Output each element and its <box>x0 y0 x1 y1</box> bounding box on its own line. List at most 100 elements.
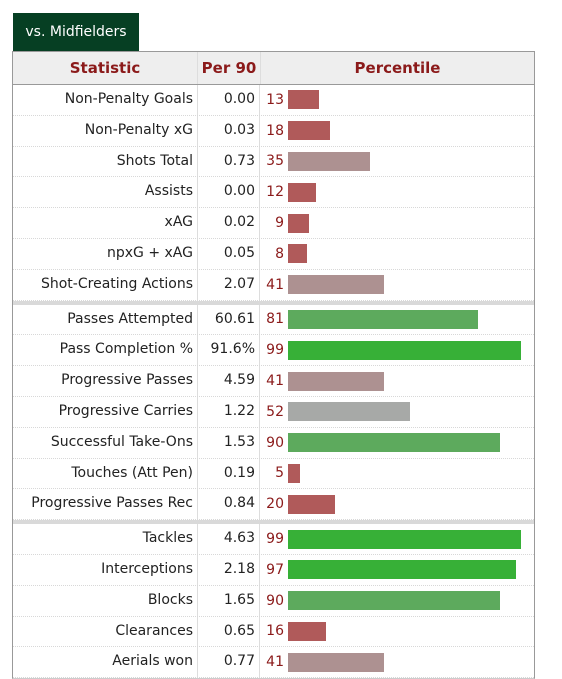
percentile-value: 5 <box>275 465 284 482</box>
stat-name: Touches (Att Pen) <box>13 458 198 489</box>
stat-name: Non-Penalty Goals <box>13 85 198 115</box>
table-row: Non-Penalty xG 0.03 18 <box>13 115 534 147</box>
percentile-bar <box>288 151 370 171</box>
stat-name: Successful Take-Ons <box>13 427 198 458</box>
percentile-value: 90 <box>266 434 284 451</box>
stat-name: Shot-Creating Actions <box>13 269 198 300</box>
stat-name: Non-Penalty xG <box>13 115 198 146</box>
percentile-value: 35 <box>266 153 284 170</box>
stat-name: Progressive Passes Rec <box>13 489 198 520</box>
table-row: Progressive Passes 4.59 41 <box>13 366 534 397</box>
percentile-value: 97 <box>266 561 284 578</box>
table-row: Progressive Passes Rec 0.84 20 <box>13 489 534 521</box>
header-statistic[interactable]: Statistic <box>13 52 198 84</box>
percentile-value: 52 <box>266 403 284 420</box>
table-row: Touches (Att Pen) 0.19 5 <box>13 458 534 490</box>
table-row: Assists 0.00 12 <box>13 177 534 209</box>
table-row: Interceptions 2.18 97 <box>13 554 534 586</box>
per90-value: 2.07 <box>198 269 260 300</box>
header-per90[interactable]: Per 90 <box>198 52 261 84</box>
percentile-bar <box>288 560 516 580</box>
per90-value: 1.65 <box>198 585 260 616</box>
per90-value: 4.59 <box>198 366 260 396</box>
percentile-bar <box>288 213 309 233</box>
percentile-bar <box>288 621 326 641</box>
table-row: Blocks 1.65 90 <box>13 585 534 617</box>
per90-value: 0.77 <box>198 647 260 678</box>
per90-value: 0.00 <box>198 85 260 115</box>
table-row: Successful Take-Ons 1.53 90 <box>13 427 534 459</box>
stat-name: Pass Completion % <box>13 335 198 366</box>
percentile-bar <box>288 494 335 514</box>
percentile-bar <box>288 433 500 453</box>
percentile-value: 41 <box>266 654 284 671</box>
percentile-value: 8 <box>275 245 284 262</box>
percentile-value: 41 <box>266 276 284 293</box>
per90-value: 60.61 <box>198 304 260 335</box>
table-row: Aerials won 0.77 41 <box>13 647 534 679</box>
percentile-value: 12 <box>266 184 284 201</box>
per90-value: 0.65 <box>198 616 260 647</box>
percentile-bar <box>288 244 307 264</box>
group-separator <box>13 300 534 305</box>
percentile-value: 99 <box>266 342 284 359</box>
stat-name: xAG <box>13 208 198 238</box>
percentile-bar <box>288 402 410 422</box>
percentile-value: 13 <box>266 91 284 108</box>
percentile-value: 81 <box>266 311 284 328</box>
table-row: Tackles 4.63 99 <box>13 524 534 555</box>
header-percentile[interactable]: Percentile <box>354 59 441 77</box>
table-row: Pass Completion % 91.6% 99 <box>13 335 534 367</box>
tab-vs-midfielders[interactable]: vs. Midfielders <box>13 13 139 51</box>
percentile-bar <box>288 309 478 329</box>
table-row: Passes Attempted 60.61 81 <box>13 304 534 336</box>
percentile-value: 90 <box>266 592 284 609</box>
percentile-value: 20 <box>266 496 284 513</box>
percentile-bar <box>288 340 521 360</box>
stat-name: Assists <box>13 177 198 208</box>
per90-value: 0.84 <box>198 489 260 520</box>
percentile-bar <box>288 371 384 391</box>
stat-name: Passes Attempted <box>13 304 198 335</box>
stat-name: Aerials won <box>13 647 198 678</box>
stat-name: Interceptions <box>13 554 198 585</box>
per90-value: 0.00 <box>198 177 260 208</box>
per90-value: 4.63 <box>198 524 260 554</box>
scouting-report-table: Statistic Per 90 Percentile Non-Penalty … <box>12 51 535 679</box>
table-header: Statistic Per 90 Percentile <box>13 52 534 85</box>
percentile-bar <box>288 90 319 110</box>
percentile-value: 41 <box>266 373 284 390</box>
per90-value: 91.6% <box>198 335 260 366</box>
per90-value: 2.18 <box>198 554 260 585</box>
per90-value: 0.05 <box>198 238 260 269</box>
percentile-bar <box>288 652 384 672</box>
percentile-value: 99 <box>266 531 284 548</box>
per90-value: 1.22 <box>198 396 260 427</box>
per90-value: 1.53 <box>198 427 260 458</box>
per90-value: 0.73 <box>198 146 260 177</box>
stat-name: Tackles <box>13 524 198 554</box>
percentile-value: 9 <box>275 215 284 232</box>
stat-name: Progressive Passes <box>13 366 198 396</box>
table-row: npxG + xAG 0.05 8 <box>13 238 534 270</box>
stat-name: Progressive Carries <box>13 396 198 427</box>
stat-name: npxG + xAG <box>13 238 198 269</box>
percentile-bar <box>288 591 500 611</box>
stat-name: Blocks <box>13 585 198 616</box>
percentile-bar <box>288 529 521 549</box>
table-row: xAG 0.02 9 <box>13 208 534 239</box>
table-row: Non-Penalty Goals 0.00 13 <box>13 85 534 116</box>
stat-name: Shots Total <box>13 146 198 177</box>
stat-name: Clearances <box>13 616 198 647</box>
table-row: Progressive Carries 1.22 52 <box>13 396 534 428</box>
per90-value: 0.03 <box>198 115 260 146</box>
table-row: Shots Total 0.73 35 <box>13 146 534 178</box>
table-row: Clearances 0.65 16 <box>13 616 534 648</box>
percentile-bar <box>288 275 384 295</box>
group-separator <box>13 520 534 525</box>
percentile-value: 16 <box>266 623 284 640</box>
percentile-value: 18 <box>266 122 284 139</box>
table-body: Non-Penalty Goals 0.00 13 Non-Penalty xG 0.0… <box>13 85 534 679</box>
per90-value: 0.19 <box>198 458 260 489</box>
percentile-bar <box>288 182 316 202</box>
